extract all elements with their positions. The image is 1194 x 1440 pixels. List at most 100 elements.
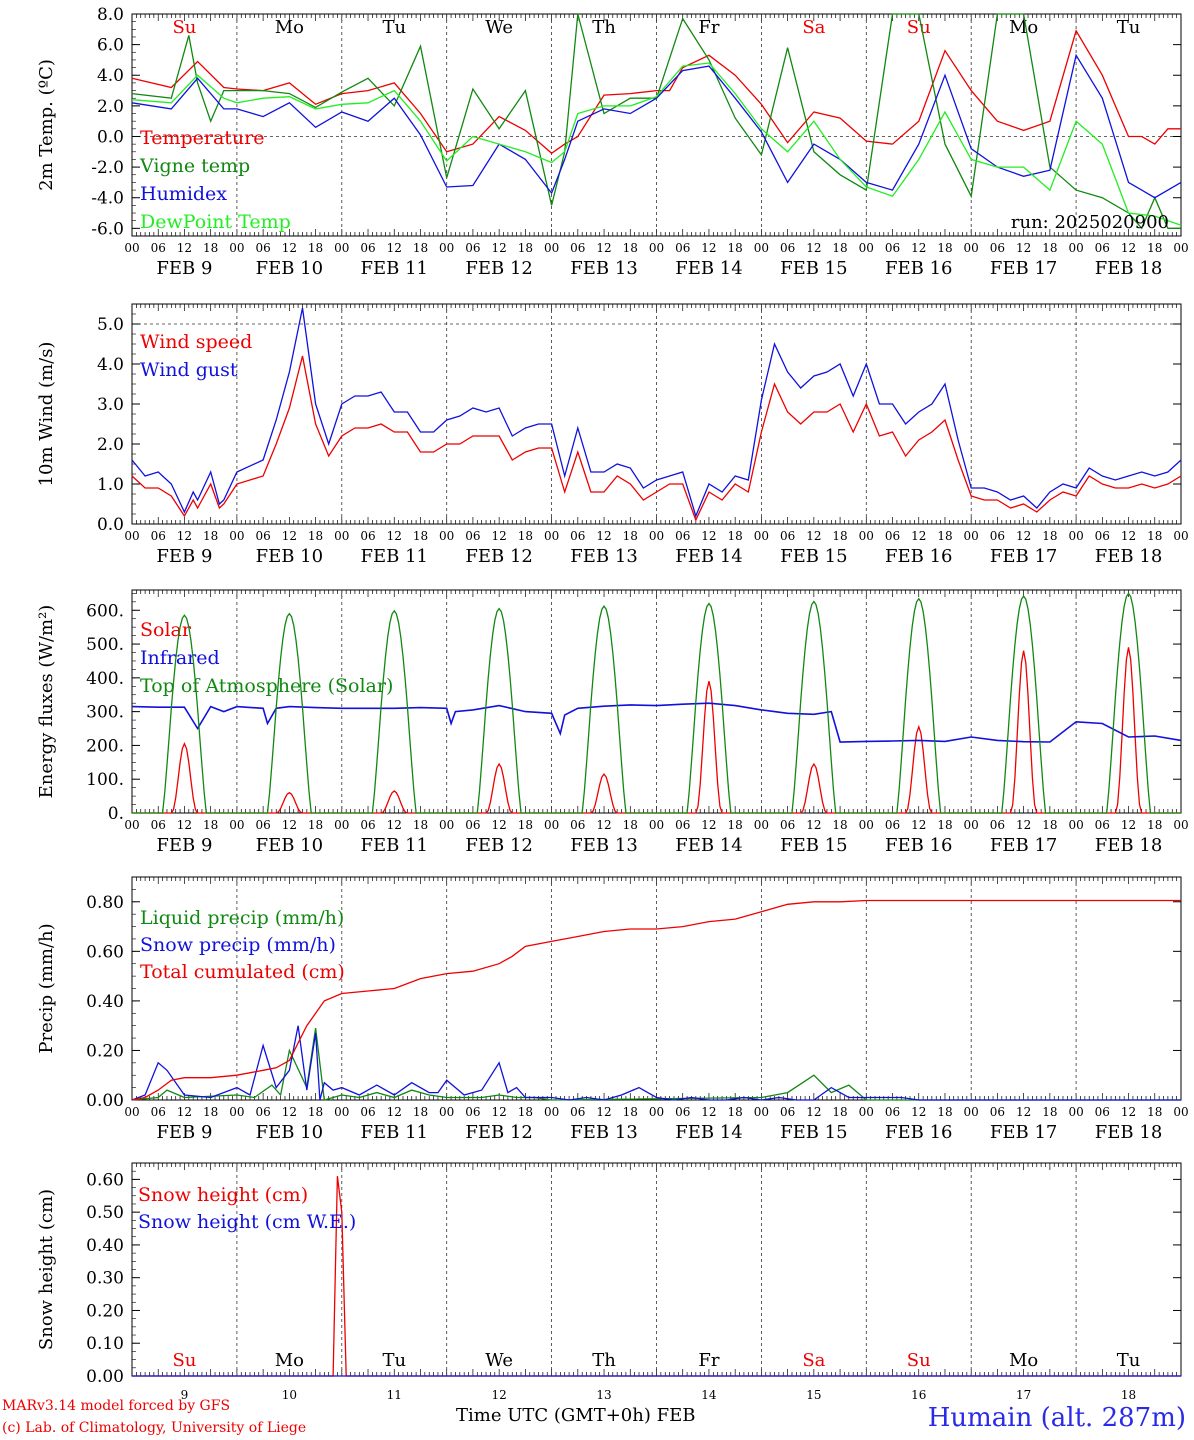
hour-tick-label: 06 <box>151 241 166 255</box>
hour-tick-label: 18 <box>308 529 323 543</box>
date-label: FEB 14 <box>675 546 742 567</box>
hour-tick-label: 18 <box>203 241 218 255</box>
date-label: FEB 13 <box>570 258 637 279</box>
hour-tick-label: 18 <box>1042 241 1057 255</box>
hour-tick-label: 18 <box>518 1105 533 1119</box>
date-label: FEB 18 <box>1095 835 1162 856</box>
hour-tick-label: 06 <box>675 241 690 255</box>
hour-tick-label: 18 <box>1042 818 1057 832</box>
hour-tick-label: 12 <box>1016 1105 1031 1119</box>
y-tick-label: 4.0 <box>97 66 124 86</box>
hour-tick-label: 06 <box>1095 529 1110 543</box>
y-tick-label: 3.0 <box>97 395 124 415</box>
hour-tick-label: 18 <box>1147 241 1162 255</box>
hour-tick-label: 00 <box>1173 1105 1188 1119</box>
hour-tick-label: 00 <box>1068 529 1083 543</box>
hour-tick-label: 18 <box>937 818 952 832</box>
date-label: FEB 15 <box>780 835 847 856</box>
date-label: FEB 17 <box>990 546 1057 567</box>
hour-tick-label: 12 <box>911 1105 926 1119</box>
hour-tick-label: 18 <box>308 818 323 832</box>
y-tick-label: 2.0 <box>97 97 124 117</box>
y-tick-label: -6.0 <box>91 219 124 239</box>
hour-tick-label: 12 <box>1016 818 1031 832</box>
legend-entry: Snow height (cm) <box>138 1184 308 1206</box>
hour-tick-label: 00 <box>649 241 664 255</box>
hour-tick-label: 12 <box>492 818 507 832</box>
hour-tick-label: 18 <box>832 818 847 832</box>
date-label: FEB 9 <box>156 546 212 567</box>
hour-tick-label: 18 <box>937 1105 952 1119</box>
day-number: 10 <box>282 1388 297 1402</box>
hour-tick-label: 18 <box>203 818 218 832</box>
hour-tick-label: 12 <box>911 818 926 832</box>
y-tick-label: 200. <box>86 736 124 756</box>
legend-entry: DewPoint Temp <box>140 211 291 233</box>
date-label: FEB 12 <box>465 835 532 856</box>
hour-tick-label: 12 <box>596 1105 611 1119</box>
hour-tick-label: 12 <box>282 241 297 255</box>
hour-tick-label: 18 <box>728 1105 743 1119</box>
legend-entry: Liquid precip (mm/h) <box>140 907 344 929</box>
hour-tick-label: 12 <box>177 529 192 543</box>
y-tick-label: 0.0 <box>97 127 124 147</box>
hour-tick-label: 12 <box>282 818 297 832</box>
hour-tick-label: 12 <box>806 241 821 255</box>
plot-frame-2 <box>131 589 1182 814</box>
hour-tick-label: 12 <box>177 1105 192 1119</box>
hour-tick-label: 06 <box>465 818 480 832</box>
hour-tick-label: 12 <box>806 529 821 543</box>
date-label: FEB 9 <box>156 258 212 279</box>
hour-tick-label: 00 <box>859 241 874 255</box>
date-label: FEB 14 <box>675 1122 742 1143</box>
hour-tick-label: 06 <box>990 818 1005 832</box>
hour-tick-label: 12 <box>177 818 192 832</box>
date-label: FEB 10 <box>256 1122 323 1143</box>
hour-tick-label: 06 <box>780 529 795 543</box>
hour-tick-label: 12 <box>596 241 611 255</box>
date-label: FEB 16 <box>885 1122 952 1143</box>
y-tick-label: 500. <box>86 635 124 655</box>
hour-tick-label: 12 <box>492 529 507 543</box>
hour-tick-label: 06 <box>465 241 480 255</box>
hour-tick-label: 06 <box>570 529 585 543</box>
hour-tick-label: 18 <box>203 1105 218 1119</box>
hour-tick-label: 00 <box>754 529 769 543</box>
hour-tick-label: 00 <box>859 1105 874 1119</box>
hour-tick-label: 06 <box>1095 241 1110 255</box>
day-number: 17 <box>1016 1388 1031 1402</box>
y-tick-label: 0. <box>108 804 124 824</box>
hour-tick-label: 00 <box>439 241 454 255</box>
date-label: FEB 13 <box>570 1122 637 1143</box>
hour-tick-label: 00 <box>439 1105 454 1119</box>
y-tick-label: -2.0 <box>91 158 124 178</box>
day-number: 16 <box>911 1388 926 1402</box>
hour-tick-label: 00 <box>1173 818 1188 832</box>
hour-tick-label: 06 <box>885 1105 900 1119</box>
day-name: Tu <box>382 1350 406 1371</box>
date-label: FEB 15 <box>780 1122 847 1143</box>
run-annotation: run: 2025020900 <box>1011 212 1169 233</box>
y-axis-label: 10m Wind (m/s) <box>36 342 57 487</box>
date-label: FEB 13 <box>570 835 637 856</box>
day-name: Sa <box>802 17 825 38</box>
hour-tick-label: 06 <box>780 1105 795 1119</box>
date-label: FEB 11 <box>361 258 428 279</box>
series-line <box>131 13 1181 230</box>
date-label: FEB 14 <box>675 835 742 856</box>
hour-tick-label: 12 <box>1016 241 1031 255</box>
hour-tick-label: 06 <box>255 818 270 832</box>
legend-entry: Top of Atmosphere (Solar) <box>140 675 393 697</box>
hour-tick-label: 18 <box>413 1105 428 1119</box>
hour-tick-label: 18 <box>623 241 638 255</box>
hour-tick-label: 00 <box>754 818 769 832</box>
date-label: FEB 12 <box>465 546 532 567</box>
day-name: Th <box>592 17 616 38</box>
date-label: FEB 10 <box>256 258 323 279</box>
hour-tick-label: 00 <box>754 241 769 255</box>
legend-entry: Vigne temp <box>139 155 250 177</box>
day-number: 14 <box>701 1388 717 1402</box>
day-number: 12 <box>492 1388 507 1402</box>
y-tick-label: 0.30 <box>86 1269 124 1289</box>
